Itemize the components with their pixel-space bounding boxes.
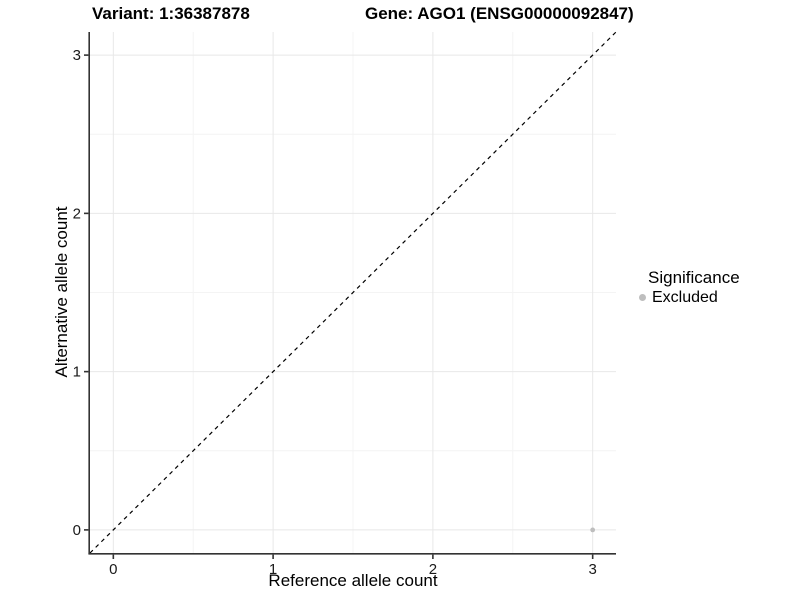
y-tick-label: 2 <box>73 205 81 222</box>
legend: Significance Excluded <box>636 268 740 307</box>
x-tick-label: 2 <box>429 561 437 578</box>
legend-item-excluded: Excluded <box>636 288 740 307</box>
y-tick-label: 1 <box>73 364 81 381</box>
y-axis-title: Alternative allele count <box>52 206 71 378</box>
y-tick-label: 0 <box>73 522 81 539</box>
y-tick-label: 3 <box>73 47 81 64</box>
plot-title-variant: Variant: 1:36387878 <box>92 4 250 23</box>
legend-marker-circle-icon <box>639 294 646 301</box>
plot-title-gene: Gene: AGO1 (ENSG00000092847) <box>365 4 634 23</box>
x-axis-title: Reference allele count <box>268 571 438 590</box>
legend-title: Significance <box>648 268 740 287</box>
x-tick-label: 1 <box>269 561 277 578</box>
x-tick-label: 0 <box>109 561 117 578</box>
data-point <box>590 527 596 533</box>
identity-dashed-line <box>89 31 617 554</box>
x-tick-label: 3 <box>589 561 597 578</box>
legend-item-label: Excluded <box>652 289 718 306</box>
